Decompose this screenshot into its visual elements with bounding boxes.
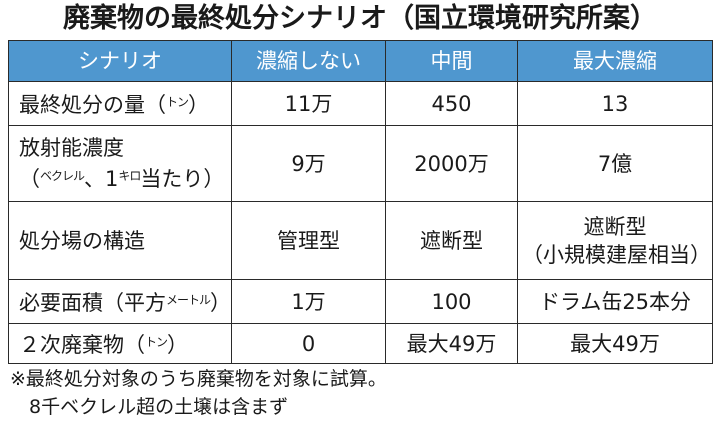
table-cell: 2000万 bbox=[385, 125, 518, 202]
table-row: 放射能濃度 （ベクレル、1キロ当たり） 9万 2000万 7億 bbox=[8, 125, 713, 202]
footnote-line-2: 8千ベクレル超の土壌は含まず bbox=[10, 396, 289, 418]
column-header-no-concentration: 濃縮しない bbox=[231, 40, 386, 82]
table-row: 必要面積（平方メートル） 1万 100 ドラム缶25本分 bbox=[8, 279, 713, 324]
table-cell: 遮断型 （小規模建屋相当） bbox=[517, 201, 713, 280]
table-cell: 7億 bbox=[517, 125, 713, 202]
table-cell: 1万 bbox=[231, 279, 386, 324]
row-label-secondary-waste: ２次廃棄物（トン） bbox=[8, 323, 232, 364]
table-cell: 遮断型 bbox=[385, 201, 518, 280]
row-label-final-disposal-amount: 最終処分の量（トン） bbox=[8, 81, 232, 126]
table-row: 処分場の構造 管理型 遮断型 遮断型 （小規模建屋相当） bbox=[8, 201, 713, 280]
row-label-required-area: 必要面積（平方メートル） bbox=[8, 279, 232, 324]
table-row: 最終処分の量（トン） 11万 450 13 bbox=[8, 81, 713, 126]
table-cell: 最大49万 bbox=[517, 323, 713, 364]
table-cell: ドラム缶25本分 bbox=[517, 279, 713, 324]
table-cell: 9万 bbox=[231, 125, 386, 202]
row-label-disposal-site-structure: 処分場の構造 bbox=[8, 201, 232, 280]
column-header-scenario: シナリオ bbox=[8, 40, 232, 82]
table-cell: 100 bbox=[385, 279, 518, 324]
table-cell: 最大49万 bbox=[385, 323, 518, 364]
footnote-line-1: ※最終処分対象のうち廃棄物を対象に試算。 bbox=[10, 368, 387, 390]
table-row: ２次廃棄物（トン） 0 最大49万 最大49万 bbox=[8, 323, 713, 364]
table-header-row: シナリオ 濃縮しない 中間 最大濃縮 bbox=[8, 40, 713, 82]
scenario-table: シナリオ 濃縮しない 中間 最大濃縮 最終処分の量（トン） 11万 450 13… bbox=[8, 40, 713, 364]
column-header-intermediate: 中間 bbox=[385, 40, 518, 82]
table-cell: 13 bbox=[517, 81, 713, 126]
table-cell: 0 bbox=[231, 323, 386, 364]
table-cell: 管理型 bbox=[231, 201, 386, 280]
page-title: 廃棄物の最終処分シナリオ（国立環境研究所案） bbox=[63, 3, 657, 34]
column-header-max-concentration: 最大濃縮 bbox=[517, 40, 713, 82]
table-cell: 450 bbox=[385, 81, 518, 126]
table-cell: 11万 bbox=[231, 81, 386, 126]
row-label-radioactivity-concentration: 放射能濃度 （ベクレル、1キロ当たり） bbox=[8, 125, 232, 202]
